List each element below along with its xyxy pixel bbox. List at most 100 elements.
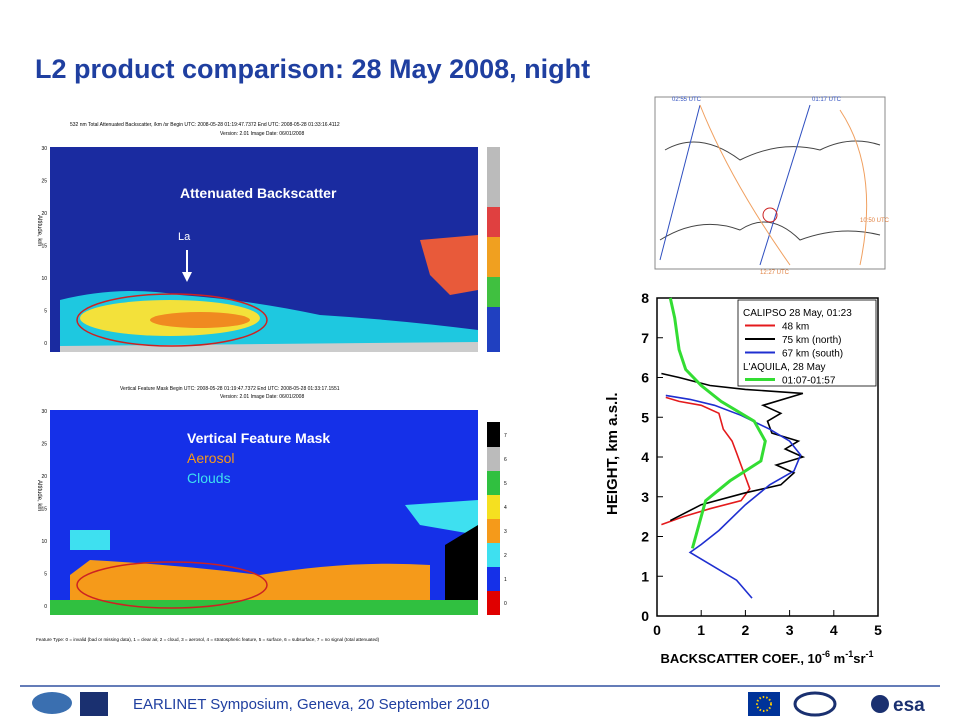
highlight-ellipse: [76, 561, 268, 609]
colorbar-label: 3: [504, 529, 507, 535]
y-tick-label: 2: [641, 529, 649, 545]
map-image: [654, 96, 886, 270]
x-tick-label: 0: [653, 622, 661, 638]
legend-title: L'AQUILA, 28 May: [743, 362, 826, 373]
footer-text: EARLINET Symposium, Geneva, 20 September…: [133, 696, 490, 713]
panel-label: Clouds: [187, 470, 231, 486]
panel-y-tick-label: 5: [44, 572, 47, 578]
map-frame: [654, 96, 886, 270]
x-axis-label-part: -1: [845, 649, 853, 659]
panel-ylabel: Altitude, km: [36, 215, 42, 246]
panel-y-tick-label: 30: [41, 409, 47, 415]
legend-label: 75 km (north): [782, 335, 841, 346]
surface: [50, 600, 478, 615]
panel-y-tick-label: 0: [44, 341, 47, 347]
x-axis-label-part: -6: [822, 649, 830, 659]
x-tick-label: 2: [742, 622, 750, 638]
cloud-area: [70, 530, 110, 550]
panel-y-tick-label: 0: [44, 604, 47, 610]
y-axis-label: HEIGHT, km a.s.l.: [604, 392, 621, 515]
logo: [32, 692, 72, 714]
colorbar-label: 2: [504, 553, 507, 559]
x-axis-label: BACKSCATTER COEF., 10-6 m-1sr-1: [660, 649, 873, 666]
profile-line: [661, 396, 751, 526]
track: [659, 104, 701, 261]
x-tick-label: 4: [830, 622, 838, 638]
surface: [60, 342, 478, 352]
panel-y-tick-label: 20: [41, 211, 47, 217]
panel-subheader: Version: 2.01 Image Date: 06/01/2008: [220, 394, 304, 400]
colorbar-label: 0: [504, 601, 507, 607]
y-tick-label: 8: [641, 290, 649, 306]
arrow-head: [182, 272, 192, 282]
y-tick-label: 7: [641, 330, 649, 346]
panel-y-tick-label: 25: [41, 179, 47, 185]
x-axis-label-part: sr: [853, 651, 865, 666]
panel-footnote: Feature Type: 0 = invalid (bad or missin…: [36, 637, 380, 642]
site: [762, 207, 778, 223]
panel-y-tick-label: 25: [41, 442, 47, 448]
map-label: 02:55 UTC: [672, 97, 702, 103]
colorbar: [487, 147, 500, 352]
panel-label: Aerosol: [187, 450, 234, 466]
x-axis-label-part: -1: [866, 649, 874, 659]
legend-label: 48 km: [782, 322, 809, 333]
aerosol-area: [70, 560, 430, 600]
eu-flag: [748, 692, 780, 716]
colorbar-label: 1: [504, 577, 507, 583]
legend-label: 01:07-01:57: [782, 376, 836, 387]
cloud: [420, 235, 478, 295]
profile-line: [665, 394, 802, 599]
no-signal: [445, 525, 478, 615]
panel-y-tick-label: 20: [41, 474, 47, 480]
colorbar: [487, 422, 500, 615]
aerosol-core: [150, 312, 250, 328]
map-label: 12:27 UTC: [760, 270, 790, 276]
slide-title: L2 product comparison: 28 May 2008, nigh…: [35, 54, 590, 84]
panel-subheader: Version: 2.01 Image Date: 06/01/2008: [220, 131, 304, 137]
highlight-ellipse: [76, 293, 268, 347]
panel-y-tick-label: 15: [41, 507, 47, 513]
esa-mark: [871, 695, 889, 713]
panel-y-tick-label: 5: [44, 309, 47, 315]
colorbar-label: 7: [504, 433, 507, 439]
map-label: 10:50 UTC: [860, 218, 890, 224]
map-label: 01:17 UTC: [812, 97, 842, 103]
panel-y-tick-label: 10: [41, 276, 47, 282]
panel-y-tick-label: 30: [41, 146, 47, 152]
cloud-area: [405, 500, 478, 535]
y-tick-label: 4: [641, 449, 649, 465]
x-axis-label-part: m: [830, 651, 845, 666]
logo: [793, 691, 837, 717]
y-tick-label: 0: [641, 608, 649, 624]
panel-label: Attenuated Backscatter: [180, 185, 337, 201]
legend-label: 67 km (south): [782, 349, 843, 360]
panel-header: 532 nm Total Attenuated Backscatter, /km…: [70, 122, 340, 128]
panel-header: Vertical Feature Mask Begin UTC: 2008-05…: [120, 386, 340, 392]
panel-label: Vertical Feature Mask: [187, 430, 330, 446]
legend-box: [737, 299, 877, 387]
logo: [80, 692, 108, 716]
x-tick-label: 1: [697, 622, 705, 638]
panel-ylabel: Altitude, km: [36, 480, 42, 511]
colorbar-label: 6: [504, 457, 507, 463]
x-axis-label-part: BACKSCATTER COEF., 10: [660, 651, 822, 666]
y-tick-label: 3: [641, 489, 649, 505]
coastline: [664, 140, 881, 161]
legend-title: CALIPSO 28 May, 01:23: [743, 308, 852, 319]
marker-label: La: [178, 231, 191, 243]
colorbar-label: 5: [504, 481, 507, 487]
y-tick-label: 6: [641, 370, 649, 386]
track: [759, 104, 811, 266]
colorbar-label: 4: [504, 505, 507, 511]
x-tick-label: 3: [786, 622, 794, 638]
x-tick-label: 5: [874, 622, 882, 638]
y-tick-label: 5: [641, 409, 649, 425]
profile-line: [668, 297, 767, 549]
panel-y-tick-label: 10: [41, 539, 47, 545]
eu-stars: [756, 696, 772, 712]
y-tick-label: 1: [641, 568, 649, 584]
panel-y-tick-label: 15: [41, 244, 47, 250]
